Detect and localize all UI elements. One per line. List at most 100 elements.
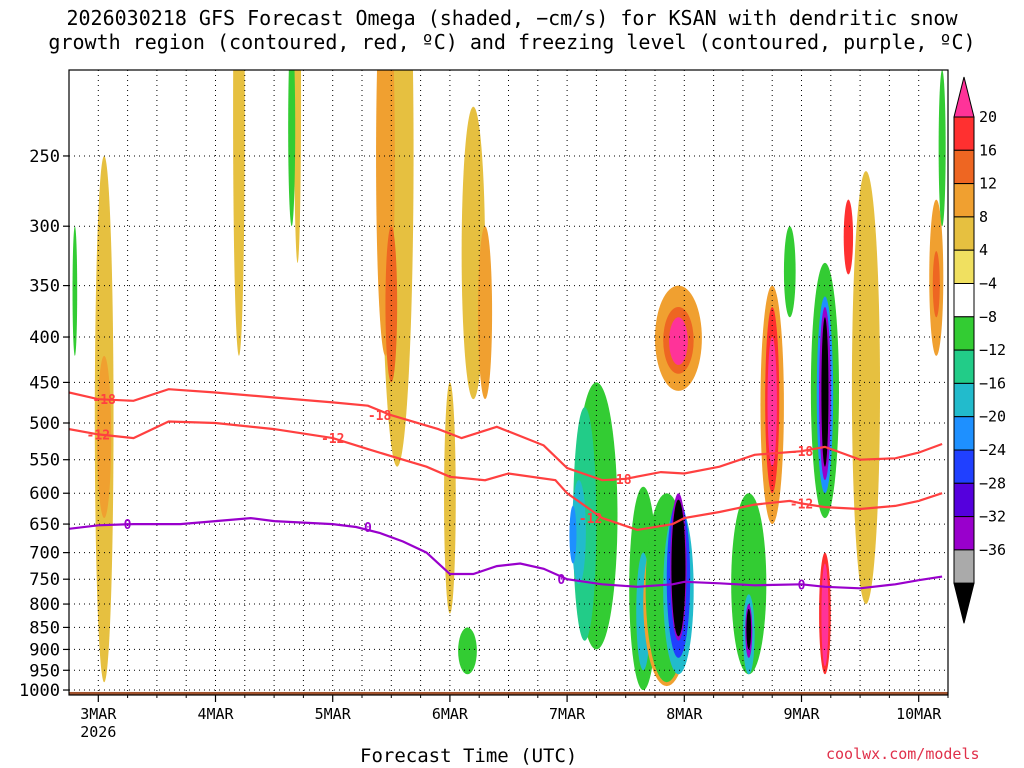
omega-cell-45	[783, 226, 796, 318]
site-credit: coolwx.com/models	[826, 745, 980, 763]
ytick-label-1: 300	[29, 217, 60, 237]
colorbar-label-5: −4	[979, 275, 997, 293]
ytick-label-7: 600	[29, 484, 60, 504]
contour-label-2-3: 0	[798, 578, 806, 593]
omega-cell-34	[767, 337, 777, 467]
contour-label-1-3: -12	[790, 497, 813, 512]
omega-cell-31	[746, 608, 752, 650]
contour-label-2-1: 0	[364, 521, 372, 536]
y-axis-ticks: 2503003504004505005506006507007508008509…	[19, 147, 69, 701]
colorbar-bin-8	[953, 382, 975, 418]
ytick-label-4: 450	[29, 373, 60, 393]
colorbar-label-1: 16	[979, 141, 997, 159]
ytick-label-2: 350	[29, 277, 60, 297]
xtick-label-2: 5MAR	[315, 705, 352, 723]
contour-label-1-0: -12	[87, 428, 110, 443]
colorbar-label-10: −24	[979, 441, 1006, 459]
ytick-label-3: 400	[29, 328, 60, 348]
contour-label-0-0: -18	[92, 393, 116, 408]
chart-title-line-1: 2026030218 GFS Forecast Omega (shaded, −…	[66, 6, 958, 30]
xtick-label-3: 6MAR	[432, 705, 469, 723]
contour-label-0-2: -18	[608, 473, 632, 488]
ytick-label-13: 900	[29, 640, 60, 660]
colorbar-top-arrow	[953, 76, 975, 118]
contour-label-1-2: -12	[579, 512, 602, 527]
ytick-label-15: 1000	[19, 681, 60, 701]
colorbar-bin-3	[953, 216, 975, 251]
ground-surface	[69, 691, 948, 695]
omega-cell-40	[821, 563, 829, 667]
omega-cell-46	[938, 70, 946, 227]
omega-cell-9	[233, 70, 245, 356]
contour-label-0-3: -18	[790, 445, 814, 460]
omega-cell-10	[458, 627, 477, 675]
ytick-label-0: 250	[29, 147, 60, 167]
colorbar-label-11: −28	[979, 474, 1006, 492]
contour-label-1-1: -12	[321, 432, 344, 447]
colorbar-label-12: −32	[979, 508, 1006, 526]
chart-title: 2026030218 GFS Forecast Omega (shaded, −…	[0, 6, 1024, 54]
xtick-label-7: 10MAR	[896, 705, 942, 723]
colorbar-bin-6	[953, 316, 975, 351]
colorbar-label-8: −16	[979, 374, 1006, 392]
ytick-label-12: 850	[29, 618, 60, 638]
colorbar-bin-1	[953, 149, 975, 185]
omega-cell-16	[569, 505, 577, 564]
colorbar-label-6: −8	[979, 308, 997, 326]
contour-line-0	[69, 388, 943, 482]
xtick-label-4: 7MAR	[549, 705, 586, 723]
contour-line-1	[69, 420, 943, 532]
chart-title-line-2: growth region (contoured, red, ºC) and f…	[48, 30, 976, 54]
colorbar-bin-11	[953, 482, 975, 518]
omega-cell-11	[288, 70, 296, 227]
contour-line-2	[69, 516, 943, 590]
omega-cell-12	[72, 226, 78, 356]
colorbar-bin-9	[953, 416, 975, 451]
omega-cell-42	[843, 199, 854, 275]
xtick-label-1: 4MAR	[197, 705, 234, 723]
colorbar-label-13: −36	[979, 541, 1006, 559]
colorbar-bin-12	[953, 516, 975, 551]
omega-cell-38	[821, 317, 829, 467]
colorbar-bin-0	[953, 116, 975, 151]
ground-bar	[69, 691, 948, 695]
xtick-year: 2026	[80, 723, 116, 741]
omega-cell-21	[669, 317, 688, 365]
colorbar-bin-7	[953, 349, 975, 384]
colorbar-label-0: 20	[979, 108, 997, 126]
xtick-label-5: 8MAR	[666, 705, 703, 723]
omega-cell-4	[385, 226, 398, 383]
omega-cell-8	[294, 70, 302, 263]
plot-grid	[69, 70, 948, 695]
omega-cell-7	[444, 382, 456, 614]
colorbar-label-7: −12	[979, 341, 1006, 359]
ytick-label-5: 500	[29, 414, 60, 434]
omega-cell-1	[97, 355, 112, 519]
colorbar-label-9: −20	[979, 408, 1006, 426]
colorbar-bin-4	[953, 249, 975, 284]
colorbar-label-3: 8	[979, 208, 988, 226]
isotherm-contours: -18 -18 -18 -18 -12 -12 -12 -12 0 0 0 0	[69, 388, 943, 593]
colorbar-label-2: 12	[979, 175, 997, 193]
ytick-label-9: 700	[29, 544, 60, 564]
omega-cell-6	[478, 226, 493, 400]
colorbar-bin-13	[953, 549, 975, 584]
ytick-label-6: 550	[29, 451, 60, 471]
contour-label-2-0: 0	[124, 518, 132, 533]
colorbar-bin-2	[953, 183, 975, 218]
colorbar-bin-5	[953, 283, 975, 318]
omega-cell-28	[731, 493, 767, 675]
ytick-label-10: 750	[29, 570, 60, 590]
x-axis-label: Forecast Time (UTC)	[360, 745, 578, 767]
xtick-label-0: 3MAR	[80, 705, 117, 723]
omega-cell-27	[671, 499, 686, 637]
ytick-label-14: 950	[29, 661, 60, 681]
colorbar: 20 16 12 8 4 −4 −8 −12 −16 −20 −24 −28 −32 −36	[953, 76, 1006, 624]
contour-label-0-1: -18	[368, 409, 392, 424]
colorbar-bottom-arrow	[953, 582, 975, 624]
colorbar-label-4: 4	[979, 241, 988, 259]
x-axis-ticks: 3MAR 4MAR 5MAR 6MAR 7MAR 8MAR 9MAR 10MAR 2026	[80, 695, 949, 741]
colorbar-bin-10	[953, 449, 975, 484]
omega-cell-41	[851, 171, 881, 605]
